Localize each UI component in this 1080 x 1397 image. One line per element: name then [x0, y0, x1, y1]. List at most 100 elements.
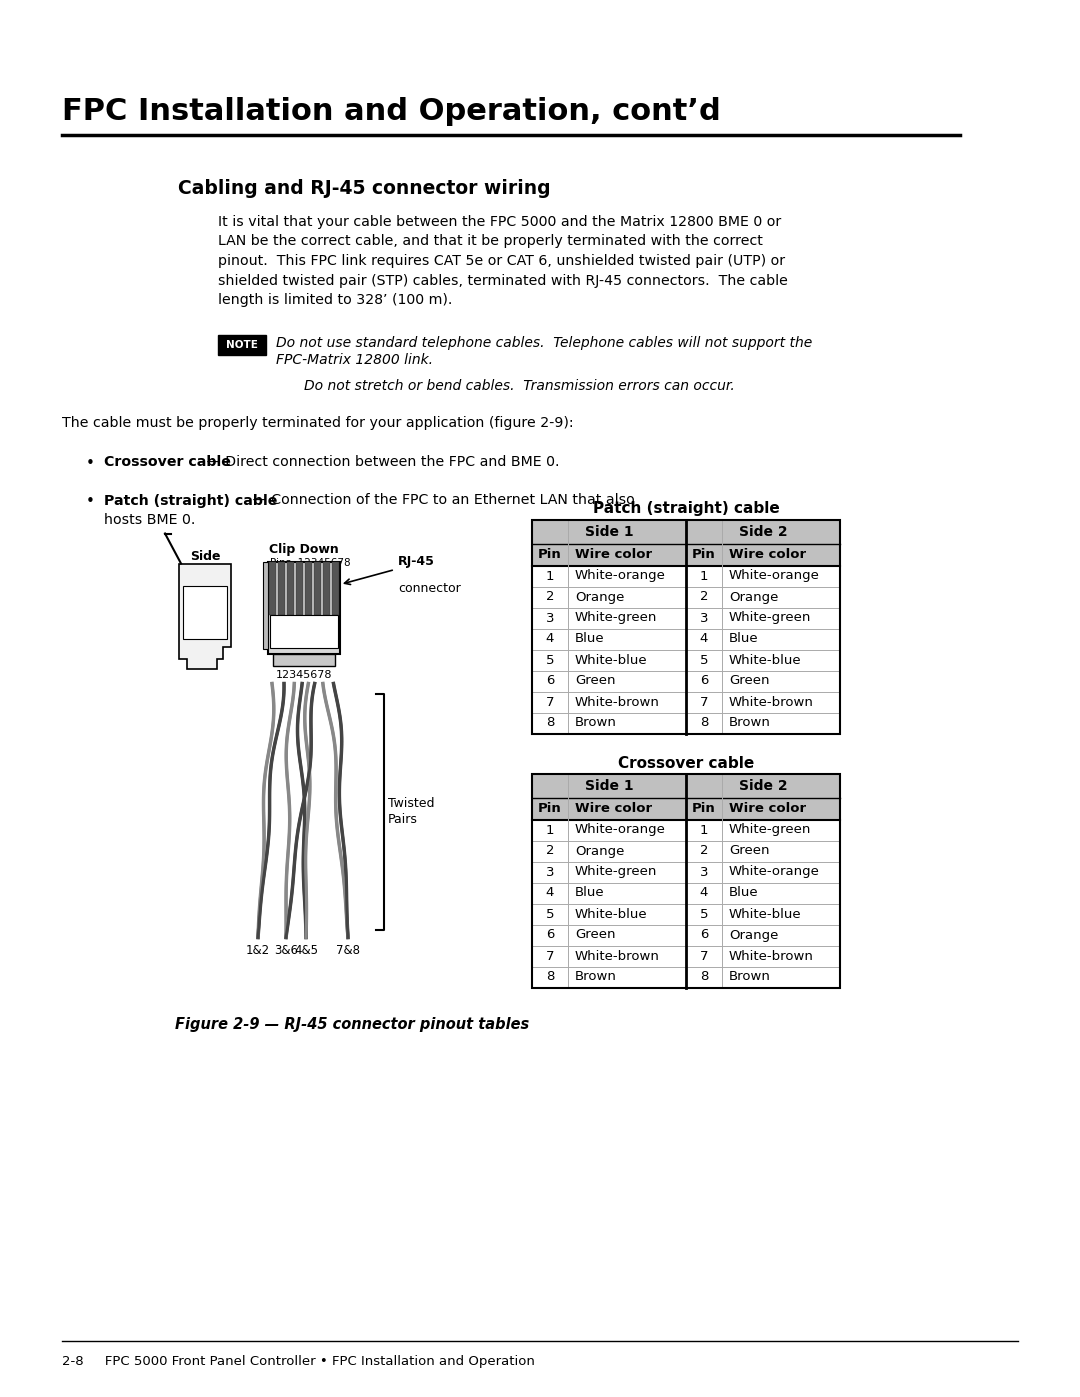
Text: White-brown: White-brown: [729, 696, 814, 708]
Text: 7: 7: [700, 696, 708, 708]
Text: White-orange: White-orange: [729, 570, 820, 583]
Bar: [532, 543, 840, 566]
Bar: [305, 562, 312, 615]
Text: The cable must be properly terminated for your application (figure 2-9):: The cable must be properly terminated fo…: [62, 415, 573, 429]
Bar: [296, 562, 303, 615]
Text: Pin: Pin: [692, 548, 716, 562]
Text: 2: 2: [700, 845, 708, 858]
Text: 1: 1: [545, 570, 554, 583]
Text: shielded twisted pair (STP) cables, terminated with RJ-45 connectors.  The cable: shielded twisted pair (STP) cables, term…: [218, 274, 788, 288]
Text: 1: 1: [700, 823, 708, 837]
Text: Wire color: Wire color: [575, 548, 652, 562]
Text: Side: Side: [190, 549, 220, 563]
Text: 6: 6: [700, 929, 708, 942]
Text: Brown: Brown: [729, 717, 771, 729]
Bar: [287, 562, 294, 615]
Text: Figure 2-9 — RJ-45 connector pinout tables: Figure 2-9 — RJ-45 connector pinout tabl…: [175, 1017, 529, 1032]
Text: 2: 2: [700, 591, 708, 604]
Text: Do not use standard telephone cables.  Telephone cables will not support the: Do not use standard telephone cables. Te…: [276, 335, 812, 349]
Text: Patch (straight) cable: Patch (straight) cable: [104, 493, 278, 507]
Bar: [323, 562, 330, 615]
Text: White-orange: White-orange: [575, 570, 666, 583]
Text: 6: 6: [545, 929, 554, 942]
Text: Pairs: Pairs: [388, 813, 418, 826]
Text: Pin: Pin: [692, 802, 716, 814]
Text: Green: Green: [575, 929, 616, 942]
Text: FPC-Matrix 12800 link.: FPC-Matrix 12800 link.: [276, 353, 433, 367]
Text: Brown: Brown: [575, 971, 617, 983]
Bar: [532, 798, 840, 820]
Text: Orange: Orange: [575, 845, 624, 858]
Bar: [686, 520, 840, 543]
Text: Do not stretch or bend cables.  Transmission errors can occur.: Do not stretch or bend cables. Transmiss…: [303, 380, 734, 394]
Text: 3: 3: [545, 612, 554, 624]
Text: It is vital that your cable between the FPC 5000 and the Matrix 12800 BME 0 or: It is vital that your cable between the …: [218, 215, 781, 229]
Text: 12345678: 12345678: [275, 669, 333, 679]
Bar: [183, 585, 227, 638]
Text: 3: 3: [700, 866, 708, 879]
Text: White-blue: White-blue: [575, 908, 648, 921]
Text: White-orange: White-orange: [729, 866, 820, 879]
Text: 3&6: 3&6: [274, 943, 298, 957]
Text: 2: 2: [545, 591, 554, 604]
Text: 3: 3: [700, 612, 708, 624]
Text: White-orange: White-orange: [575, 823, 666, 837]
Text: Orange: Orange: [729, 929, 779, 942]
Bar: [332, 562, 339, 615]
Text: 7: 7: [545, 696, 554, 708]
Text: White-blue: White-blue: [575, 654, 648, 666]
Bar: [268, 562, 340, 654]
Text: Crossover cable: Crossover cable: [104, 455, 231, 469]
Text: 4&5: 4&5: [294, 943, 318, 957]
Text: Green: Green: [575, 675, 616, 687]
Text: 7: 7: [545, 950, 554, 963]
Text: Pins  12345678: Pins 12345678: [270, 557, 351, 567]
Text: length is limited to 328’ (100 m).: length is limited to 328’ (100 m).: [218, 293, 453, 307]
Text: LAN be the correct cable, and that it be properly terminated with the correct: LAN be the correct cable, and that it be…: [218, 235, 762, 249]
Bar: [532, 520, 686, 543]
Polygon shape: [179, 563, 231, 669]
Text: 5: 5: [545, 908, 554, 921]
Text: Green: Green: [729, 845, 769, 858]
Text: pinout.  This FPC link requires CAT 5e or CAT 6, unshielded twisted pair (UTP) o: pinout. This FPC link requires CAT 5e or…: [218, 254, 785, 268]
Text: Cabling and RJ-45 connector wiring: Cabling and RJ-45 connector wiring: [178, 179, 551, 198]
Text: Orange: Orange: [575, 591, 624, 604]
Text: Clip Down: Clip Down: [269, 543, 339, 556]
Text: 4: 4: [545, 633, 554, 645]
Text: 1: 1: [700, 570, 708, 583]
Text: connector: connector: [399, 581, 461, 595]
Text: 7: 7: [700, 950, 708, 963]
Text: Wire color: Wire color: [729, 548, 806, 562]
Text: 2: 2: [545, 845, 554, 858]
Text: Side 2: Side 2: [739, 778, 787, 792]
Text: NOTE: NOTE: [226, 339, 258, 349]
Text: Brown: Brown: [575, 717, 617, 729]
Text: Side 1: Side 1: [584, 778, 633, 792]
Text: •: •: [86, 455, 95, 471]
Text: Blue: Blue: [729, 633, 758, 645]
Text: 8: 8: [700, 717, 708, 729]
Text: — Connection of the FPC to an Ethernet LAN that also: — Connection of the FPC to an Ethernet L…: [248, 493, 635, 507]
Text: FPC Installation and Operation, cont’d: FPC Installation and Operation, cont’d: [62, 96, 720, 126]
Bar: [273, 654, 335, 665]
Text: Blue: Blue: [729, 887, 758, 900]
Bar: [532, 520, 840, 733]
Bar: [686, 774, 840, 798]
Text: 8: 8: [700, 971, 708, 983]
Bar: [270, 615, 338, 647]
Bar: [532, 774, 686, 798]
Text: 4: 4: [700, 887, 708, 900]
Text: — Direct connection between the FPC and BME 0.: — Direct connection between the FPC and …: [202, 455, 559, 469]
Text: Brown: Brown: [729, 971, 771, 983]
Text: White-green: White-green: [575, 866, 658, 879]
Text: Pin: Pin: [538, 802, 562, 814]
Text: Twisted: Twisted: [388, 798, 434, 810]
Text: White-brown: White-brown: [575, 950, 660, 963]
Bar: [218, 334, 266, 355]
Text: Side 1: Side 1: [584, 524, 633, 538]
Text: 5: 5: [545, 654, 554, 666]
Text: hosts BME 0.: hosts BME 0.: [104, 513, 195, 527]
Text: 2-8     FPC 5000 Front Panel Controller • FPC Installation and Operation: 2-8 FPC 5000 Front Panel Controller • FP…: [62, 1355, 535, 1368]
Text: White-brown: White-brown: [575, 696, 660, 708]
Bar: [278, 562, 285, 615]
